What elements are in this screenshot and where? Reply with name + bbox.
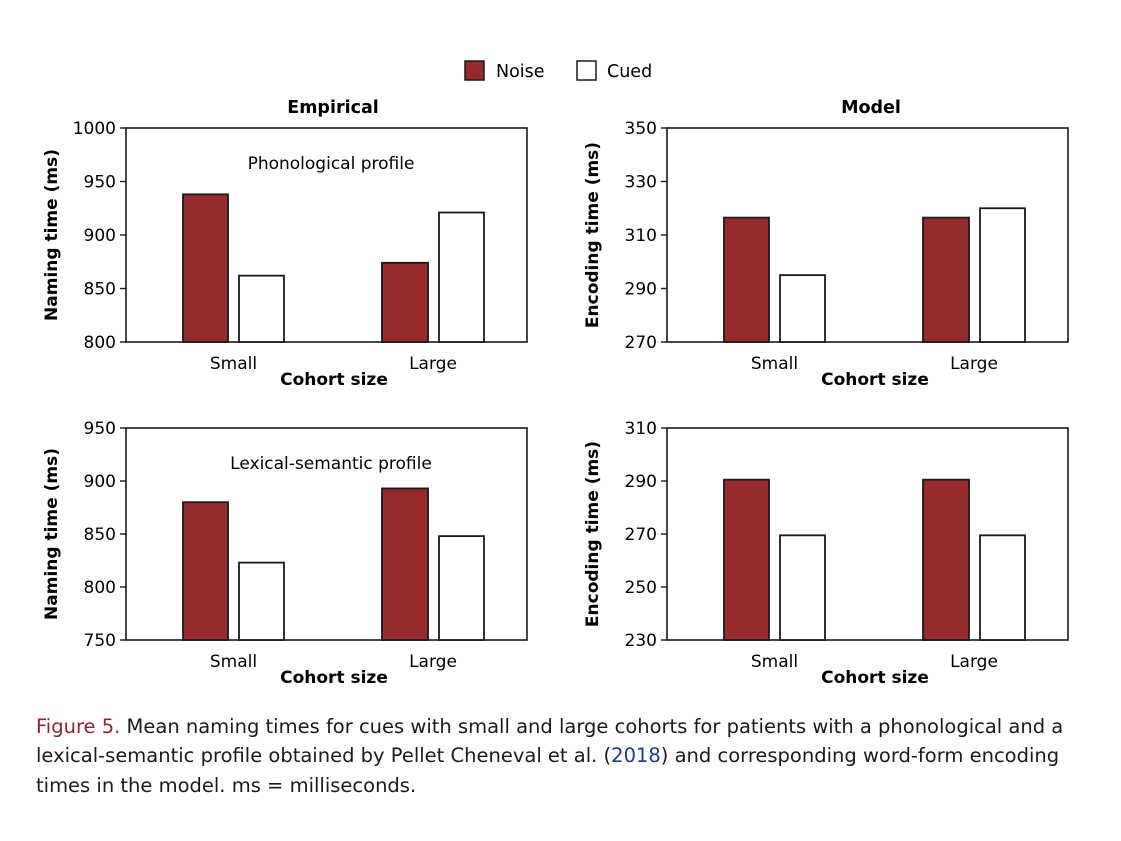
chart-panels: 800 850 900 950 1000 Naming time (ms) Phonolog… — [42, 119, 1069, 688]
bar-cued-large — [438, 211, 485, 343]
bar-noise-small — [723, 478, 770, 641]
y-tick-label: 350 — [625, 119, 657, 139]
legend-swatch-cued — [576, 60, 597, 81]
bar-cued-small — [238, 561, 285, 641]
y-tick-label: 800 — [84, 578, 116, 598]
bar-cued-small — [779, 274, 826, 343]
y-tick-label: 950 — [84, 419, 116, 439]
bar-cued-large — [979, 534, 1026, 641]
column-title-empirical: Empirical — [287, 98, 379, 118]
y-axis-label: Naming time (ms) — [42, 448, 62, 620]
chart-panel-3: 750 800 850 900 950 Naming time (ms) Lexical-s… — [42, 419, 528, 688]
chart-panel-2: 270 290 310 330 350 Encoding time (ms) Small La… — [583, 119, 1069, 390]
figure-canvas: Noise Cued Empirical Model 800 850 900 950 10… — [42, 60, 1069, 688]
column-title-model: Model — [841, 98, 901, 118]
y-tick-label: 270 — [625, 525, 657, 545]
x-tick-label-small: Small — [751, 354, 798, 374]
y-axis-label: Encoding time (ms) — [583, 441, 603, 627]
bar-noise-small — [182, 193, 229, 343]
y-tick-label: 270 — [625, 333, 657, 353]
x-axis-label: Cohort size — [821, 668, 929, 688]
x-tick-label-large: Large — [409, 652, 457, 672]
y-tick-label: 290 — [625, 280, 657, 300]
figure-caption: Figure 5. Mean naming times for cues wit… — [36, 712, 1086, 800]
bar-cued-small — [238, 274, 285, 343]
bar-cued-large — [438, 535, 485, 641]
chart-panel-1: 800 850 900 950 1000 Naming time (ms) Phonolog… — [42, 119, 528, 390]
legend: Noise Cued — [464, 60, 652, 82]
panel-annotation: Lexical-semantic profile — [230, 454, 432, 474]
y-tick-label: 310 — [625, 226, 657, 246]
y-tick-label: 850 — [84, 280, 116, 300]
y-tick-label: 950 — [84, 173, 116, 193]
caption-text-after: ) and corresponding word-form encoding t… — [36, 744, 1060, 797]
x-tick-label-small: Small — [210, 652, 257, 672]
y-tick-label: 330 — [625, 173, 657, 193]
bar-noise-large — [922, 478, 970, 641]
legend-swatch-noise — [464, 60, 485, 81]
x-tick-label-large: Large — [409, 354, 457, 374]
legend-label-cued: Cued — [607, 62, 652, 82]
y-tick-label: 1000 — [73, 119, 116, 139]
y-tick-label: 310 — [625, 419, 657, 439]
bar-noise-large — [381, 487, 429, 641]
caption-text-before: Mean naming times for cues with small an… — [36, 715, 1064, 768]
bar-noise-small — [723, 216, 770, 343]
y-tick-label: 750 — [84, 631, 116, 651]
caption-label: Figure 5. — [36, 715, 121, 738]
x-axis-label: Cohort size — [280, 370, 388, 390]
y-tick-label: 800 — [84, 333, 116, 353]
x-tick-label-large: Large — [950, 652, 998, 672]
bar-noise-small — [182, 501, 229, 641]
x-tick-label-large: Large — [950, 354, 998, 374]
bar-cued-large — [979, 207, 1026, 343]
y-axis-label: Naming time (ms) — [42, 149, 62, 321]
x-tick-label-small: Small — [751, 652, 798, 672]
y-axis-label: Encoding time (ms) — [583, 142, 603, 328]
y-tick-label: 850 — [84, 525, 116, 545]
y-tick-label: 250 — [625, 578, 657, 598]
bar-cued-small — [779, 534, 826, 641]
bar-noise-large — [922, 216, 970, 343]
x-axis-label: Cohort size — [821, 370, 929, 390]
chart-panel-4: 230 250 270 290 310 Encoding time (ms) Small La… — [583, 419, 1069, 688]
bar-noise-large — [381, 261, 429, 343]
y-tick-label: 290 — [625, 472, 657, 492]
x-axis-label: Cohort size — [280, 668, 388, 688]
legend-label-noise: Noise — [496, 62, 545, 82]
x-tick-label-small: Small — [210, 354, 257, 374]
y-tick-label: 230 — [625, 631, 657, 651]
y-tick-label: 900 — [84, 472, 116, 492]
caption-citation-link[interactable]: 2018 — [611, 744, 661, 768]
y-tick-label: 900 — [84, 226, 116, 246]
panel-annotation: Phonological profile — [248, 154, 415, 174]
